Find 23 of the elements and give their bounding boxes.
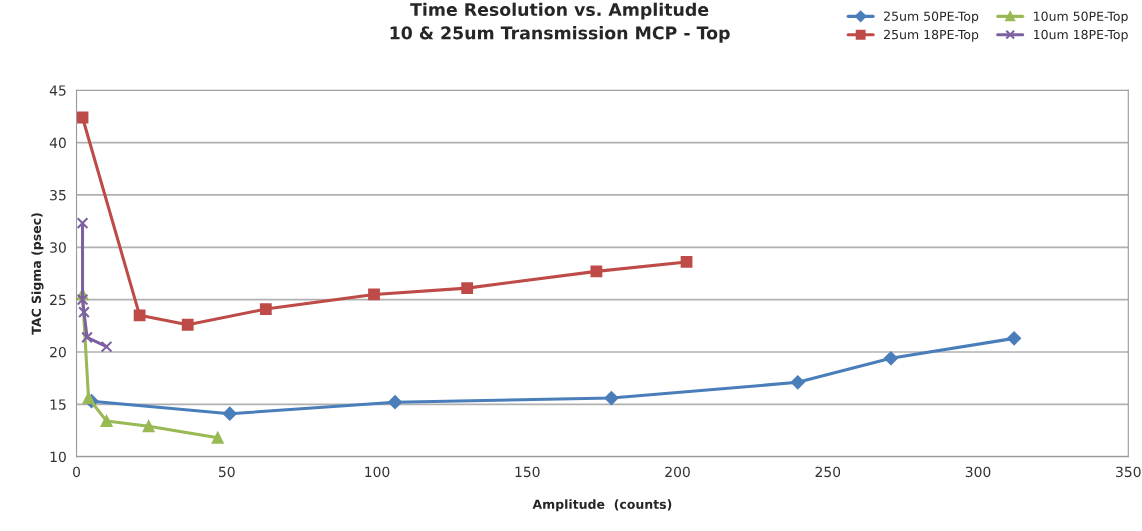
x-tick-label: 300	[965, 466, 991, 478]
x-tick-label: 350	[1116, 466, 1141, 478]
legend-label: 25um 50PE-Top	[884, 11, 979, 24]
x-axis-title: Amplitude (counts)	[532, 499, 672, 512]
y-tick-label: 40	[49, 137, 66, 149]
legend-label: 10um 18PE-Top	[1034, 29, 1128, 42]
chart-title: Time Resolution vs. Amplitude 10 & 25um Transmission MCP - Top	[390, 2, 730, 43]
x-tick-label: 250	[815, 466, 841, 478]
y-tick-label: 30	[50, 242, 66, 253]
y-tick-label: 20	[50, 346, 66, 358]
x-tick-label: 200	[665, 466, 690, 478]
x-tick-label: 100	[365, 466, 390, 478]
y-axis-title: TAC Sigma (psec)	[31, 213, 44, 335]
y-tick-label: 10	[50, 451, 66, 463]
x-tick-label: 50	[219, 466, 235, 478]
legend-label: 10um 50PE-Top	[1034, 11, 1128, 24]
x-tick-label: 150	[515, 466, 540, 478]
y-tick-label: 45	[49, 85, 66, 96]
x-tick-label: 0	[73, 466, 81, 478]
y-tick-label: 35	[50, 189, 66, 201]
legend-label: 25um 18PE-Top	[884, 29, 979, 42]
y-tick-label: 15	[50, 399, 66, 410]
y-tick-label: 25	[50, 294, 66, 306]
